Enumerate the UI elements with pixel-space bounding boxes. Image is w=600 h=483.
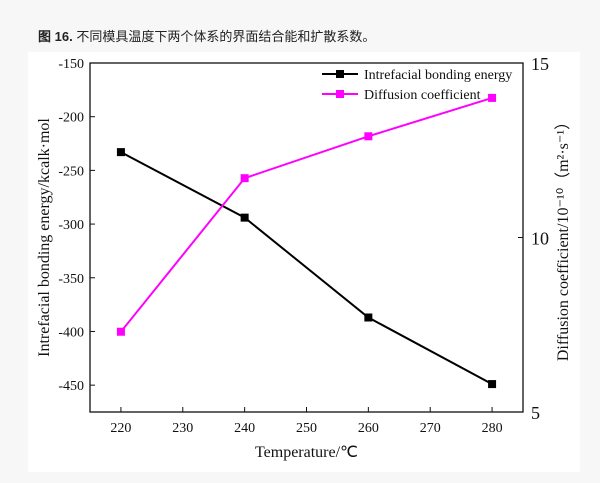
- legend-label: Diffusion coefficient: [364, 88, 481, 103]
- x-tick-label: 260: [358, 421, 379, 436]
- figure-caption: 图 16. 不同模具温度下两个体系的界面结合能和扩散系数。: [38, 26, 375, 45]
- legend-marker: [336, 70, 344, 78]
- data-point: [364, 313, 373, 322]
- caption-text: 不同模具温度下两个体系的界面结合能和扩散系数。: [76, 29, 376, 44]
- data-point: [364, 132, 373, 141]
- y-tick-label: -200: [58, 111, 84, 126]
- x-tick-label: 280: [482, 421, 503, 436]
- y-tick-label: -350: [58, 272, 84, 287]
- y-axis-label: Intrefacial bonding energy/kcalk·mol: [36, 118, 53, 357]
- legend-marker: [336, 90, 344, 98]
- data-point: [240, 174, 249, 183]
- y2-axis-label: Diffusion coefficient/10⁻¹⁰（m²·s⁻¹）: [554, 114, 572, 361]
- y-tick-label: -250: [58, 164, 84, 179]
- x-axis-label: Temperature/℃: [255, 444, 358, 461]
- x-tick-label: 230: [172, 421, 193, 436]
- x-tick-label: 220: [110, 421, 131, 436]
- y-tick-label: -400: [58, 325, 84, 340]
- series-line: [120, 151, 493, 385]
- data-point: [116, 148, 125, 157]
- y2-tick-label: 15: [531, 54, 549, 74]
- y-tick-label: -150: [58, 57, 84, 72]
- series-line: [120, 96, 493, 333]
- data-point: [116, 327, 125, 336]
- x-tick-label: 270: [420, 421, 441, 436]
- x-tick-label: 250: [296, 421, 317, 436]
- data-point: [488, 380, 497, 389]
- data-point: [240, 213, 249, 222]
- caption-label: 图 16.: [38, 29, 73, 44]
- y2-tick-label: 5: [531, 403, 540, 423]
- y-tick-label: -300: [58, 218, 84, 233]
- legend-label: Intrefacial bonding energy: [364, 68, 512, 83]
- chart-panel: [28, 52, 580, 472]
- x-tick-label: 240: [234, 421, 255, 436]
- data-point: [488, 93, 497, 102]
- y-tick-label: -450: [58, 379, 84, 394]
- y2-tick-label: 10: [531, 229, 549, 249]
